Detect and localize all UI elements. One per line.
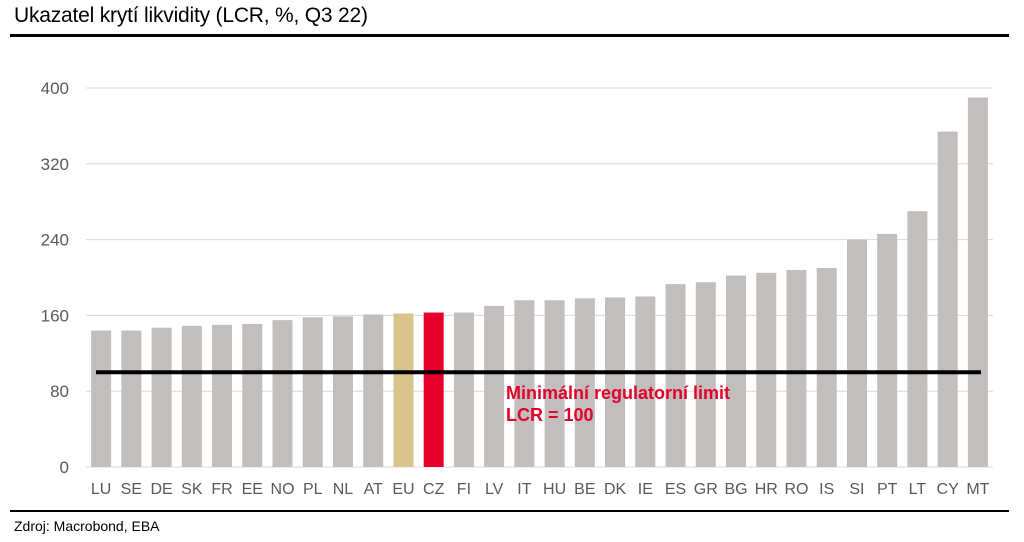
x-tick-label: SI <box>849 481 864 498</box>
y-tick-label: 320 <box>41 155 69 174</box>
bar-pl <box>303 317 323 467</box>
x-tick-label: AT <box>364 481 383 498</box>
x-tick-label: IE <box>638 481 653 498</box>
minimum-limit-label: Minimální regulatorní limit <box>506 383 730 403</box>
bar-fi <box>454 313 474 467</box>
bar-lu <box>91 331 111 467</box>
bar-se <box>121 331 141 467</box>
bar-ee <box>242 324 262 467</box>
x-axis: LU SE DE SK FR EE NO PL NL AT EU CZ FI LV IT HU BE DK IE ES… <box>91 481 990 498</box>
bar-pt <box>877 234 897 467</box>
y-tick-label: 400 <box>41 79 69 98</box>
source-note: Zdroj: Macrobond, EBA <box>14 518 160 534</box>
x-tick-label: HR <box>755 481 778 498</box>
bar-mt <box>968 97 988 467</box>
x-tick-label: DK <box>604 481 627 498</box>
bar-hr <box>756 273 776 467</box>
bar-no <box>273 320 293 467</box>
footer-divider <box>10 510 1009 512</box>
bar-lt <box>907 211 927 467</box>
bar-es <box>666 284 686 467</box>
minimum-limit-label: LCR = 100 <box>506 405 594 425</box>
bar-si <box>847 240 867 467</box>
x-tick-label: BE <box>574 481 595 498</box>
bar-ie <box>635 296 655 467</box>
x-tick-label: GR <box>694 481 718 498</box>
bar-eu <box>393 314 413 467</box>
bar-nl <box>333 316 353 467</box>
bar-is <box>817 268 837 467</box>
x-tick-label: PT <box>877 481 898 498</box>
bar-cy <box>938 132 958 467</box>
x-tick-label: EU <box>392 481 414 498</box>
x-tick-label: IT <box>517 481 531 498</box>
x-tick-label: FI <box>457 481 471 498</box>
x-tick-label: LT <box>909 481 927 498</box>
bar-at <box>363 314 383 467</box>
bar-cz <box>424 313 444 467</box>
x-tick-label: FR <box>211 481 232 498</box>
x-tick-label: BG <box>724 481 747 498</box>
y-tick-label: 0 <box>60 458 69 477</box>
bar-chart: 0 80 160 240 320 400 LU SE DE SK FR EE NO PL NL AT EU CZ… <box>0 0 1024 542</box>
y-tick-label: 80 <box>50 382 69 401</box>
y-tick-label: 240 <box>41 231 69 250</box>
bar-fr <box>212 325 232 467</box>
x-tick-label: SK <box>181 481 203 498</box>
x-tick-label: NL <box>333 481 354 498</box>
y-tick-label: 160 <box>41 306 69 325</box>
x-tick-label: LU <box>91 481 111 498</box>
bar-ro <box>786 270 806 467</box>
x-tick-label: ES <box>665 481 686 498</box>
x-tick-label: DE <box>150 481 172 498</box>
bar-gr <box>696 282 716 467</box>
bar-sk <box>182 326 202 467</box>
y-axis: 0 80 160 240 320 400 <box>41 79 69 477</box>
x-tick-label: SE <box>121 481 142 498</box>
bar-lv <box>484 306 504 467</box>
x-tick-label: PL <box>303 481 323 498</box>
x-tick-label: CY <box>937 481 960 498</box>
x-tick-label: EE <box>242 481 263 498</box>
x-tick-label: CZ <box>423 481 445 498</box>
x-tick-label: LV <box>485 481 504 498</box>
bar-de <box>152 328 172 467</box>
x-tick-label: HU <box>543 481 566 498</box>
x-tick-label: RO <box>784 481 808 498</box>
x-tick-label: NO <box>271 481 295 498</box>
x-tick-label: IS <box>819 481 834 498</box>
x-tick-label: MT <box>966 481 989 498</box>
